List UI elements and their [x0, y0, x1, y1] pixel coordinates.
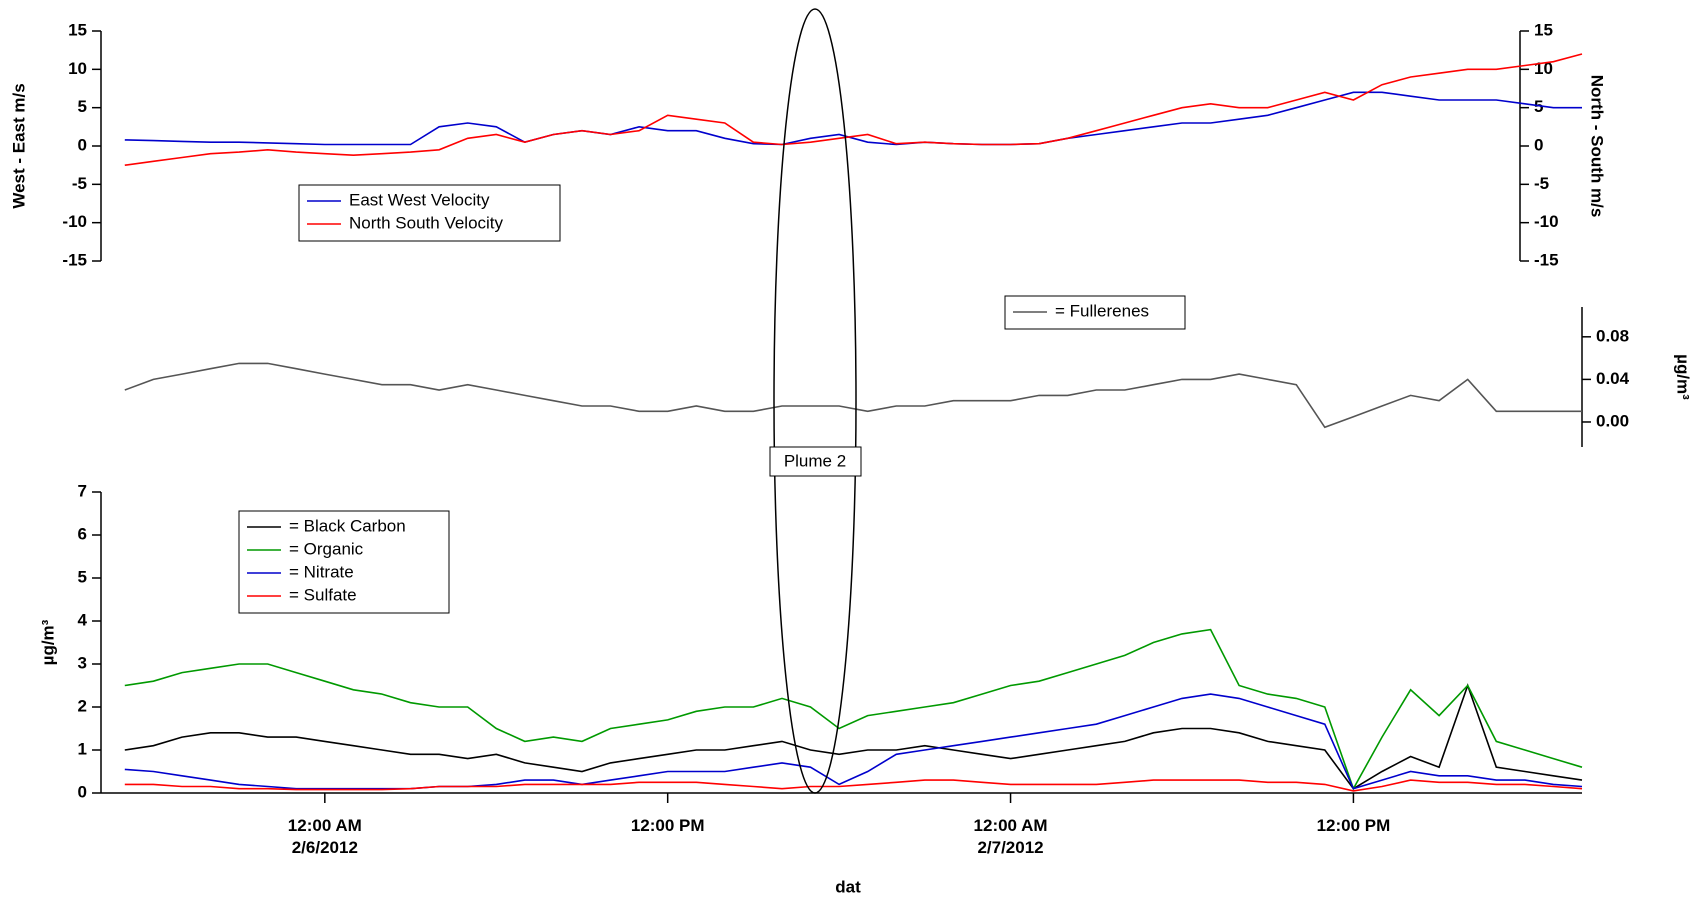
y-tick-label: 10 [68, 59, 87, 78]
legend-label: = Black Carbon [289, 516, 406, 535]
y-axis-label: µg/m³ [1674, 354, 1693, 400]
y-tick-label: 0.08 [1596, 326, 1629, 345]
y-tick-label: 2 [78, 696, 87, 715]
data-line [124, 779, 1583, 792]
data-line [124, 362, 1582, 429]
y-tick-label: 0 [78, 135, 87, 154]
x-tick-label: 12:00 PM [631, 816, 705, 835]
y-tick-label: -10 [1534, 212, 1559, 231]
x-tick-label: 12:00 AM 2/7/2012 [974, 816, 1048, 857]
y-tick-label: 5 [78, 567, 87, 586]
legend-label: = Nitrate [289, 562, 354, 581]
y-tick-label: -15 [62, 250, 87, 269]
y-tick-label: -10 [62, 212, 87, 231]
data-line [124, 53, 1583, 166]
y-axis-label: West - East m/s [9, 83, 28, 208]
y-tick-label: -5 [72, 174, 87, 193]
annotation: Plume 2 [784, 451, 846, 470]
y-tick-label: 6 [78, 524, 87, 543]
legend-label: = Fullerenes [1055, 301, 1149, 320]
y-tick-label: 5 [78, 97, 87, 116]
data-line [124, 628, 1583, 791]
legend-label: = Organic [289, 539, 364, 558]
legend-label: East West Velocity [349, 190, 490, 209]
legend-label: = Sulfate [289, 585, 357, 604]
y2-axis-label: North - South m/s [1588, 75, 1607, 218]
x-tick-label: 12:00 AM 2/6/2012 [288, 816, 362, 857]
y-tick-label: 0 [78, 782, 87, 801]
y-axis-label: µg/m³ [38, 619, 57, 665]
y-tick-label: 7 [78, 481, 87, 500]
y-tick-label: 0 [1534, 135, 1543, 154]
y-tick-label: 3 [78, 653, 87, 672]
plume-ellipse [773, 8, 857, 794]
legend-box [298, 184, 561, 242]
y-tick-label: -5 [1534, 174, 1549, 193]
y-tick-label: 1 [78, 739, 87, 758]
y-tick-label: 5 [1534, 97, 1543, 116]
y-tick-label: -15 [1534, 250, 1559, 269]
y-tick-label: 4 [78, 610, 88, 629]
annotation-box [769, 446, 862, 477]
data-line [124, 693, 1583, 790]
y-tick-label: 0.04 [1596, 369, 1630, 388]
y-tick-label: 15 [68, 20, 87, 39]
x-axis-label: dat [835, 877, 861, 896]
x-tick-label: 12:00 PM [1317, 816, 1391, 835]
y-tick-label: 0.00 [1596, 411, 1629, 430]
data-line [124, 683, 1583, 790]
y-tick-label: 15 [1534, 20, 1553, 39]
legend-label: North South Velocity [349, 213, 504, 232]
